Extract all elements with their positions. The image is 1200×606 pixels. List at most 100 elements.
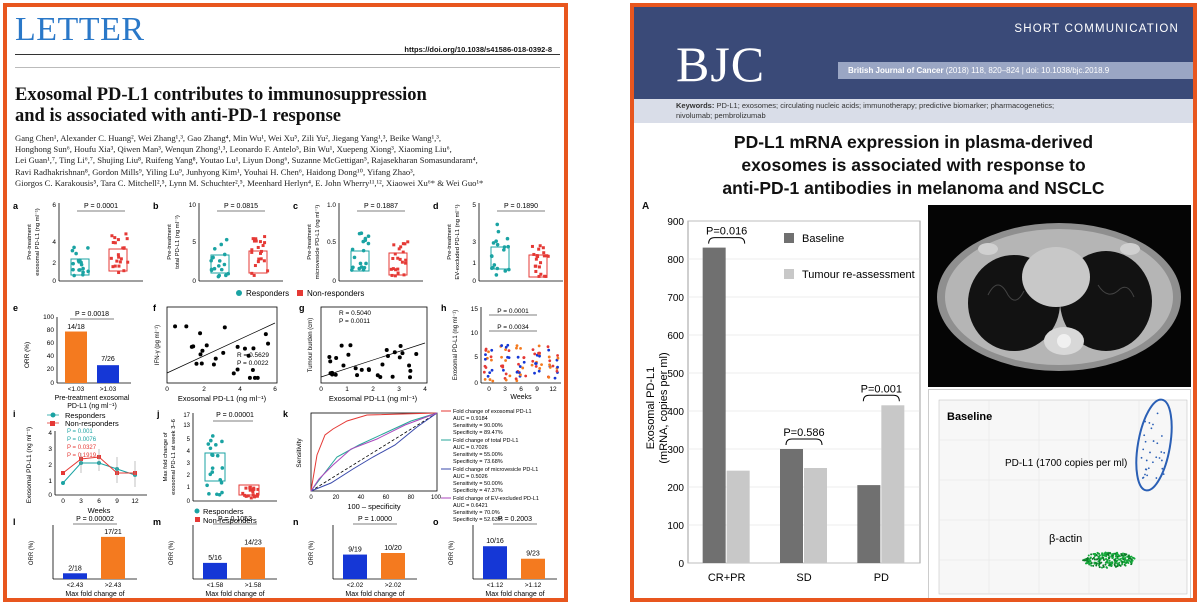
panel-letter: g <box>299 303 305 313</box>
p-value-annotation: P=0.016 <box>706 226 747 238</box>
data-point <box>210 466 215 470</box>
data-point <box>206 442 211 446</box>
panel-letter: o <box>433 517 439 527</box>
droplet <box>1116 551 1119 554</box>
data-point <box>124 232 128 236</box>
data-point <box>250 248 254 252</box>
tick-label: 80 <box>408 495 415 501</box>
axis-label: ORR (%) <box>169 541 175 565</box>
data-point <box>535 254 539 258</box>
ddpcr-plot: Baseline PD-L1 (1700 copies per ml) β-ac… <box>928 389 1191 598</box>
journal-logo: BJC <box>676 36 766 92</box>
droplet <box>1144 420 1147 423</box>
box-responders <box>490 246 510 270</box>
legend-sens: Sensitivity = 70.0% <box>453 510 500 516</box>
droplet <box>1108 551 1111 554</box>
data-point <box>259 257 263 261</box>
data-point <box>535 353 539 357</box>
droplet <box>1111 556 1114 559</box>
bar-label: 9/23 <box>526 551 540 558</box>
droplet <box>1095 554 1098 557</box>
data-point <box>537 247 541 251</box>
data-point <box>334 356 339 361</box>
ddpcr-pdl1-label: PD-L1 (1700 copies per ml) <box>1005 458 1127 469</box>
legend-label: Tumour re-assessment <box>802 269 915 281</box>
p-value-annotation: P=0.001 <box>861 383 902 395</box>
data-point <box>252 486 256 490</box>
data-point <box>491 265 495 270</box>
doi-link[interactable]: https://doi.org/10.1038/s41586-018-0392-… <box>404 45 552 54</box>
data-point <box>210 470 215 474</box>
axis-label: Tumour burden (cm) <box>308 318 314 372</box>
bar-high <box>521 558 545 579</box>
data-point <box>514 377 518 381</box>
data-point <box>219 480 224 485</box>
roc-microvesicle <box>310 412 438 492</box>
data-point <box>537 344 541 348</box>
data-point <box>504 348 507 352</box>
data-point <box>495 222 500 227</box>
tick-label: 10 <box>189 202 197 209</box>
droplet <box>1102 556 1105 559</box>
data-point <box>76 258 81 263</box>
tick-label: 80 <box>47 327 55 334</box>
y-tick-label: 200 <box>667 483 684 494</box>
panel-letter: k <box>283 409 289 419</box>
droplet <box>1158 457 1161 459</box>
data-point <box>184 324 189 329</box>
droplet <box>1113 558 1116 561</box>
data-point <box>256 245 260 249</box>
data-point <box>262 259 266 263</box>
tick-label: 0 <box>52 278 56 285</box>
droplet <box>1163 451 1166 454</box>
axis-label: total PD-L1 (ng ml⁻¹) <box>175 215 181 269</box>
data-point <box>117 255 121 259</box>
data-point <box>408 375 413 380</box>
tick-label: 3 <box>472 239 476 246</box>
data-point <box>484 353 487 357</box>
data-point <box>358 261 363 266</box>
data-point <box>217 493 222 497</box>
data-point <box>117 264 121 268</box>
data-point <box>539 272 543 276</box>
data-point <box>222 262 227 267</box>
droplet <box>1143 434 1146 437</box>
r-value: R = 0.5629 <box>237 352 269 359</box>
data-point <box>396 256 400 260</box>
data-point <box>125 237 129 241</box>
droplet <box>1124 558 1127 561</box>
droplet <box>1111 554 1114 557</box>
data-point <box>116 253 120 257</box>
droplet <box>1127 561 1130 564</box>
data-point <box>556 365 559 369</box>
axis-label: Max fold change of <box>485 591 544 598</box>
header-rule <box>15 54 560 55</box>
author-line: Honghong Sun⁶, Houfu Xia³, Qiwen Man³, W… <box>15 144 452 155</box>
axis-label: Exosomal PD-L1 (ng ml⁻¹) <box>453 310 459 381</box>
y-tick-label: 100 <box>667 521 684 532</box>
droplet <box>1144 440 1147 443</box>
data-point <box>515 370 519 374</box>
droplet <box>1104 563 1107 566</box>
droplet <box>1126 560 1129 563</box>
data-point <box>400 351 405 356</box>
tick-label: 0 <box>48 492 52 499</box>
tick-label: <2.02 <box>347 582 364 589</box>
p-value: P = 0.0034 <box>497 324 529 331</box>
tick-label: 2 <box>187 473 191 479</box>
box-responders <box>210 254 230 274</box>
p-value: P = 0.0022 <box>237 360 269 367</box>
data-point <box>506 244 510 249</box>
panel-f: f IFN-γ (pg ml⁻¹) R = 0.5629 P = 0.0022 … <box>153 303 278 403</box>
data-point <box>72 273 76 278</box>
droplet <box>1118 555 1121 558</box>
data-point <box>200 348 205 353</box>
data-point <box>222 325 227 330</box>
p-value: P = 0.00001 <box>216 412 254 419</box>
data-point <box>70 248 75 253</box>
legend-nonresponders-label: Non-responders <box>307 289 364 298</box>
tick-label: >1.12 <box>525 582 542 589</box>
data-point <box>220 439 224 444</box>
data-point <box>556 356 560 360</box>
data-point <box>393 274 397 278</box>
